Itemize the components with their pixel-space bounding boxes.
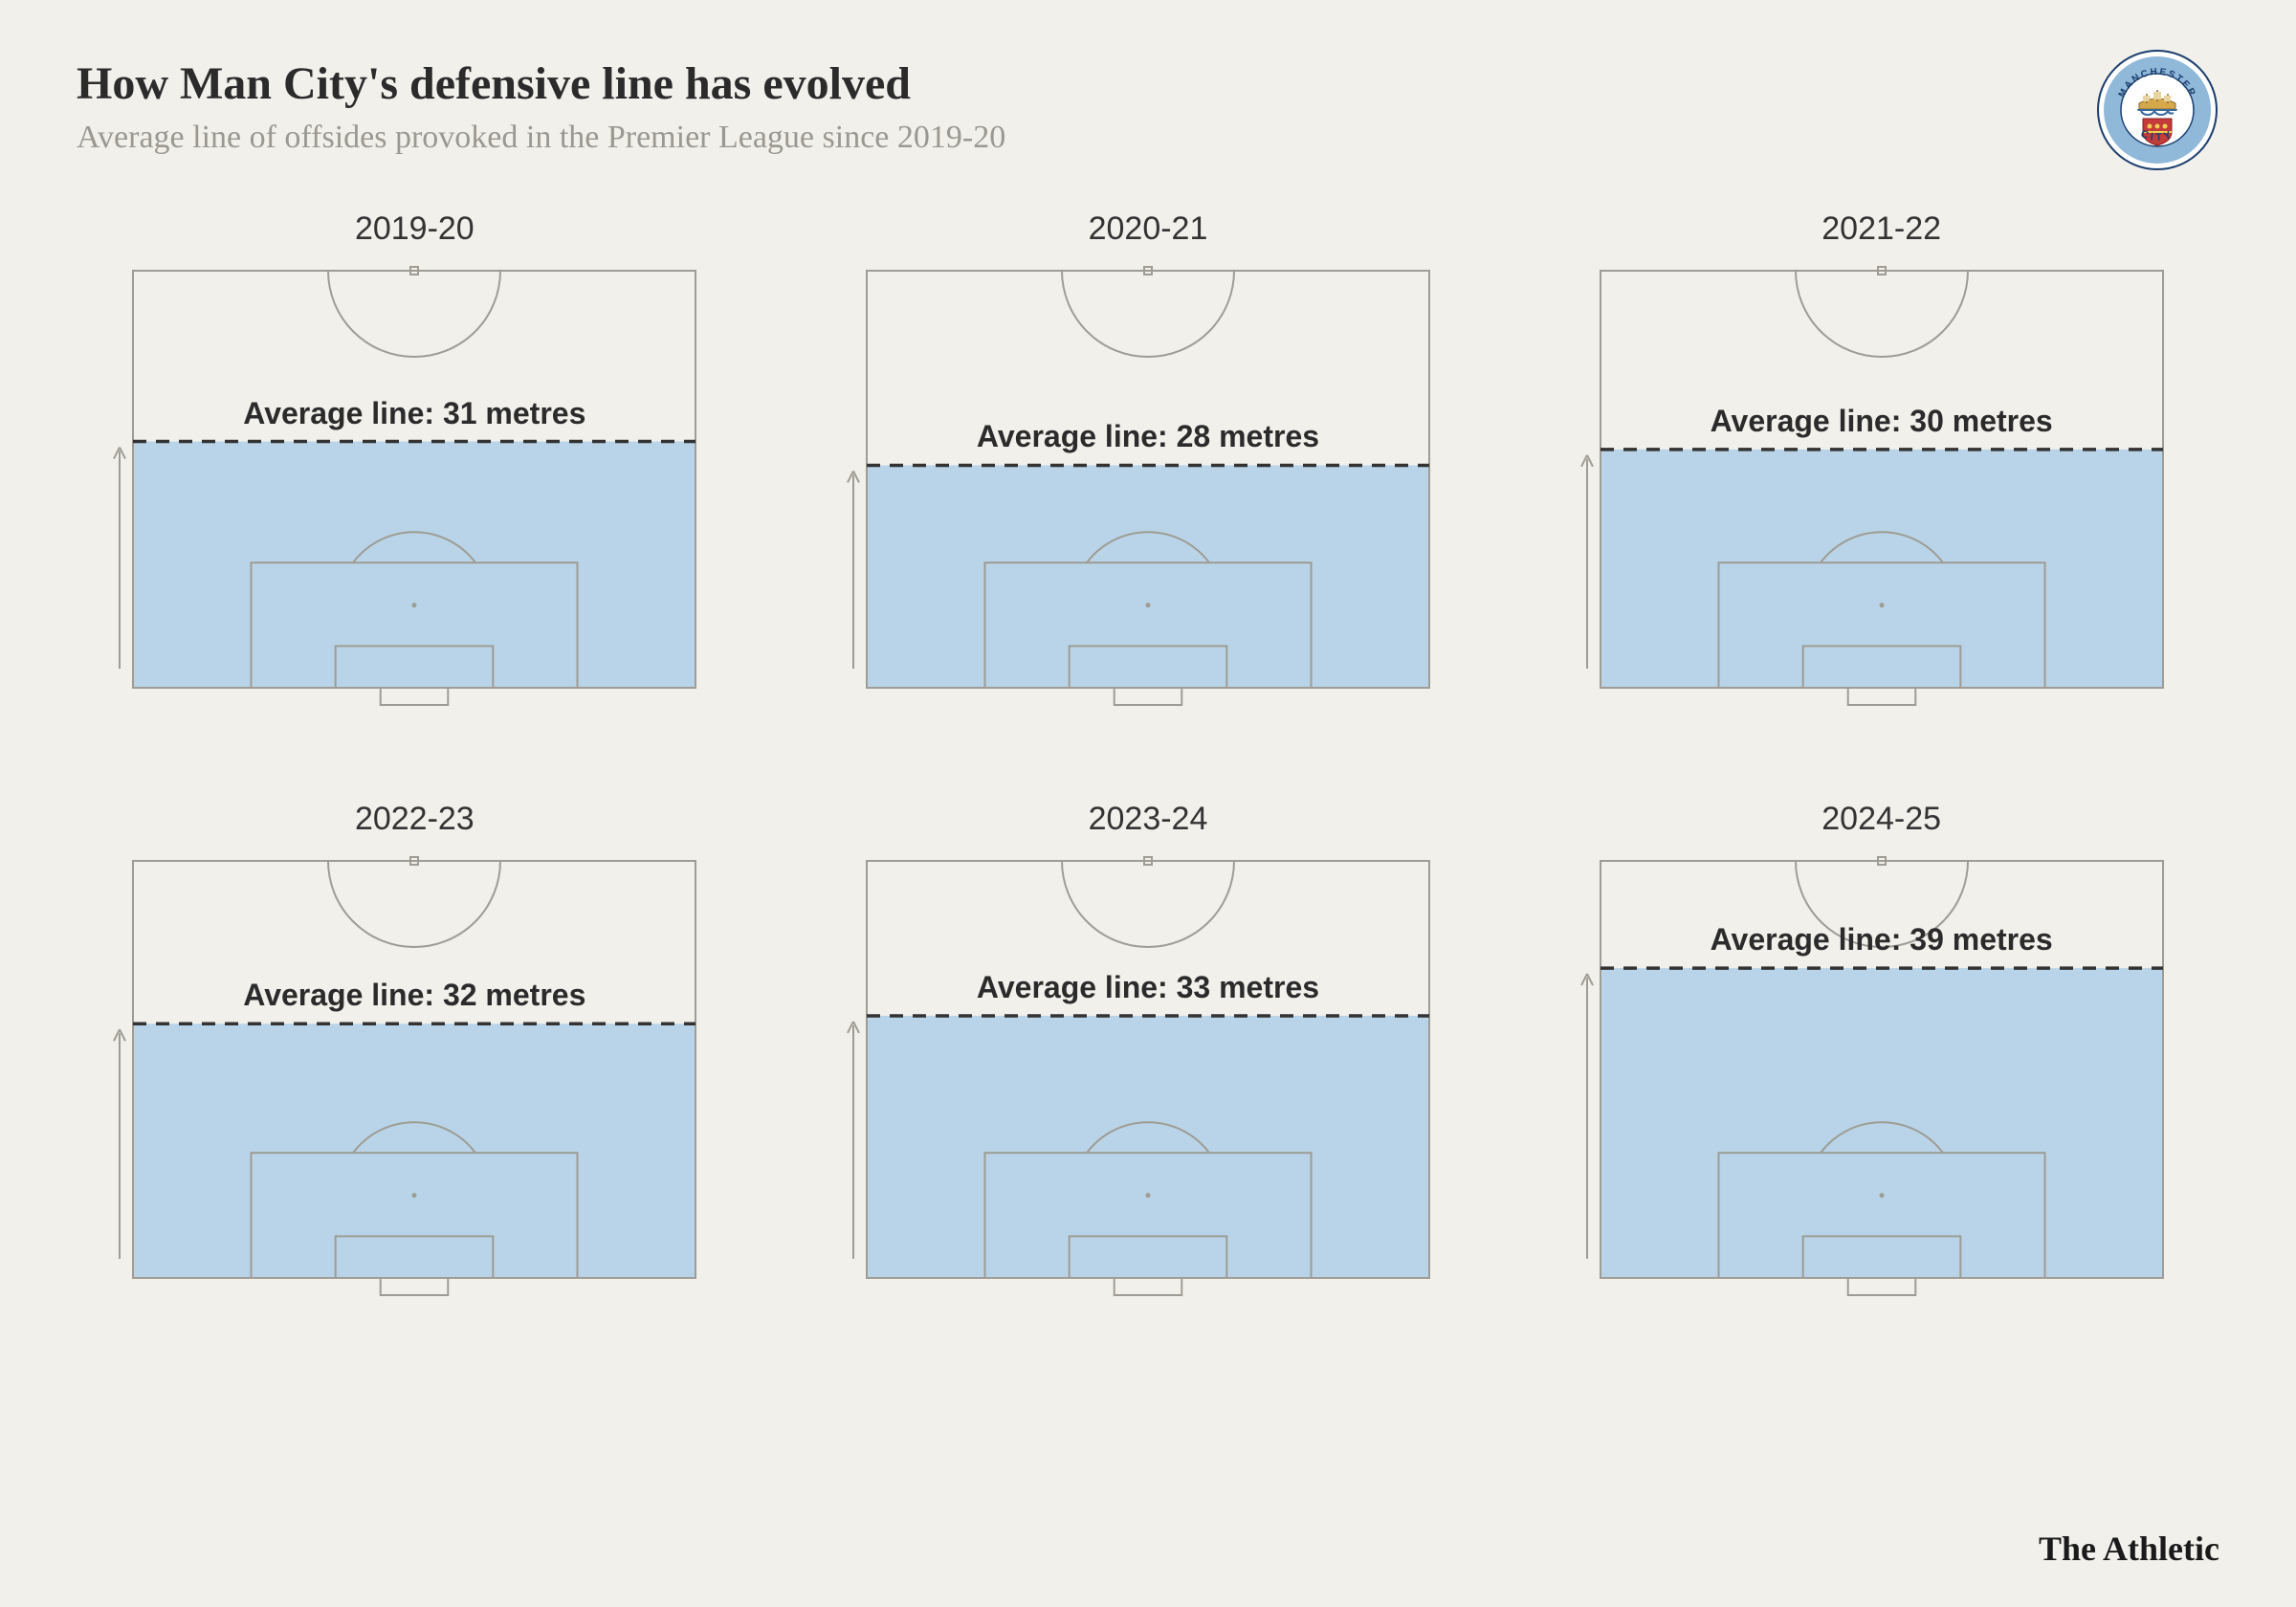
average-line-label: Average line: 39 metres (1576, 922, 2188, 958)
source-label: The Athletic (2039, 1529, 2219, 1569)
chart-subtitle: Average line of offsides provoked in the… (77, 120, 2095, 156)
pitch-panel: 2022-23 Average line: 32 metres (77, 801, 753, 1305)
average-line-label: Average line: 30 metres (1576, 404, 2188, 439)
pitch-panel: 2021-22 Average line: 30 metres (1543, 210, 2219, 715)
season-label: 2023-24 (1089, 801, 1208, 838)
average-line-label: Average line: 32 metres (108, 978, 720, 1013)
season-label: 2024-25 (1821, 801, 1941, 838)
pitch-diagram: Average line: 32 metres (108, 855, 720, 1305)
chart-title: How Man City's defensive line has evolve… (77, 57, 2095, 110)
title-block: How Man City's defensive line has evolve… (77, 57, 2095, 156)
pitch-diagram: Average line: 28 metres (842, 265, 1454, 715)
season-label: 2020-21 (1089, 210, 1208, 248)
club-badge-icon: MANCHESTER CITY (2095, 48, 2219, 172)
average-line-label: Average line: 31 metres (108, 395, 720, 430)
season-label: 2022-23 (355, 801, 475, 838)
pitch-panel: 2019-20 Average line: 31 metres (77, 210, 753, 715)
header: How Man City's defensive line has evolve… (77, 57, 2219, 172)
pitch-diagram: Average line: 30 metres (1576, 265, 2188, 715)
pitch-diagram: Average line: 31 metres (108, 265, 720, 715)
season-label: 2021-22 (1821, 210, 1941, 248)
average-line-label: Average line: 33 metres (842, 970, 1454, 1005)
pitch-diagram: Average line: 33 metres (842, 855, 1454, 1305)
season-label: 2019-20 (355, 210, 475, 248)
average-line-label: Average line: 28 metres (842, 419, 1454, 454)
pitch-diagram: Average line: 39 metres (1576, 855, 2188, 1305)
pitch-panel: 2023-24 Average line: 33 metres (810, 801, 1487, 1305)
pitch-panel: 2024-25 Average line: 39 metres (1543, 801, 2219, 1305)
pitch-panel: 2020-21 Average line: 28 metres (810, 210, 1487, 715)
panels-grid: 2019-20 Average line: 31 metres 2020-21 Ave… (77, 210, 2219, 1305)
